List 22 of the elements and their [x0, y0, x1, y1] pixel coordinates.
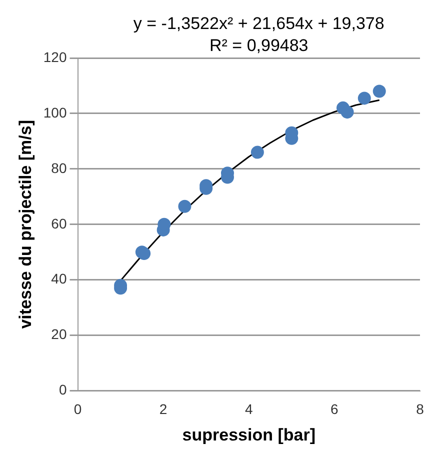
- x-axis-title: supression [bar]: [182, 425, 316, 444]
- point: [372, 84, 386, 98]
- x-tick-label: 4: [244, 401, 253, 418]
- text: R² = 0,99483: [209, 36, 308, 56]
- point: [340, 106, 354, 119]
- text: y = -1,3522x² + 21,654x + 19,378: [133, 14, 384, 34]
- y-tick-label: 0: [58, 382, 67, 398]
- x-tick-label: 2: [159, 401, 168, 418]
- x-tick-label: 8: [416, 401, 424, 418]
- y-tick-label: 100: [43, 104, 67, 120]
- y-tick-label: 20: [51, 326, 67, 342]
- point: [250, 146, 264, 159]
- y-tick-label: 40: [51, 270, 67, 287]
- y-axis-title: vitesse du projectile [m/s]: [16, 120, 35, 329]
- y-tick-label: 120: [43, 48, 67, 65]
- point: [358, 92, 371, 105]
- point: [178, 200, 192, 213]
- point: [138, 247, 151, 260]
- y-tick-label: 60: [51, 215, 67, 232]
- y-tick-label: 80: [51, 160, 67, 176]
- x-tick-label: 0: [74, 401, 82, 418]
- x-tick-label: 6: [330, 401, 339, 418]
